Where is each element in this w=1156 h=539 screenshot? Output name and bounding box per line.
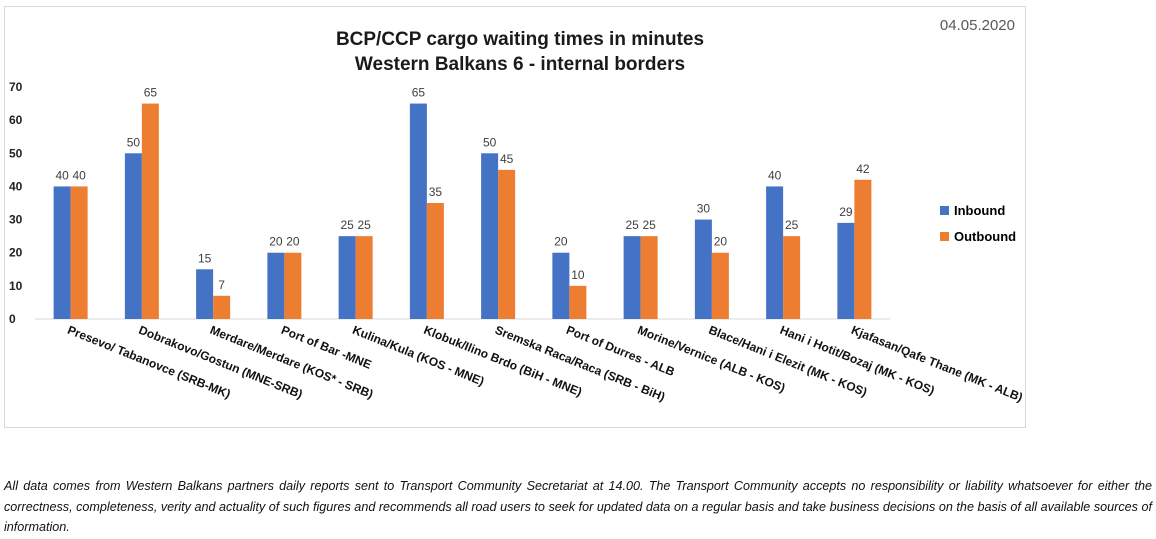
y-tick-label: 50 xyxy=(9,146,23,160)
legend: Inbound Outbound xyxy=(940,197,1016,249)
bar-outbound xyxy=(70,186,88,319)
legend-label-inbound: Inbound xyxy=(954,202,1006,218)
y-axis: 0 10 20 30 40 50 60 70 xyxy=(9,80,23,326)
data-label-inbound: 20 xyxy=(269,235,283,249)
bar-inbound xyxy=(694,219,712,319)
bar-inbound xyxy=(338,236,356,319)
y-tick-label: 40 xyxy=(9,179,23,193)
bar-inbound xyxy=(196,269,214,319)
bar-outbound xyxy=(783,236,801,319)
bar-outbound xyxy=(355,236,373,319)
legend-swatch-inbound xyxy=(940,205,949,215)
chart-title-line2: Western Balkans 6 - internal borders xyxy=(354,54,686,75)
bar-inbound xyxy=(53,186,71,319)
legend-label-outbound: Outbound xyxy=(954,228,1017,244)
y-tick-label: 0 xyxy=(9,312,16,326)
data-label-inbound: 25 xyxy=(340,218,354,232)
bar-outbound xyxy=(498,169,516,319)
bar-outbound xyxy=(426,203,444,319)
y-tick-label: 30 xyxy=(9,213,23,227)
y-tick-label: 60 xyxy=(9,113,23,127)
chart-title: BCP/CCP cargo waiting times in minutes W… xyxy=(235,27,805,77)
bar-inbound xyxy=(766,186,784,319)
bar-inbound xyxy=(267,252,285,319)
y-tick-label: 10 xyxy=(9,279,23,293)
bar-outbound xyxy=(569,285,587,319)
data-label-outbound: 40 xyxy=(72,168,86,182)
bar-inbound xyxy=(623,236,641,319)
bar-outbound xyxy=(141,103,159,319)
chart-title-line1: BCP/CCP cargo waiting times in minutes xyxy=(335,29,705,50)
y-tick-label: 20 xyxy=(9,246,23,260)
data-label-outbound: 20 xyxy=(714,235,728,249)
data-label-outbound: 25 xyxy=(785,218,799,232)
category-label: Kulina/Kula (KOS - MNE) xyxy=(351,323,487,389)
data-label-inbound: 29 xyxy=(839,205,853,219)
data-label-inbound: 40 xyxy=(55,168,69,182)
data-label-inbound: 25 xyxy=(625,218,639,232)
data-label-outbound: 25 xyxy=(642,218,656,232)
bar-inbound xyxy=(409,103,427,319)
bar-inbound xyxy=(837,222,855,319)
data-label-inbound: 20 xyxy=(554,235,568,249)
data-label-outbound: 10 xyxy=(571,268,585,282)
chart-date: 04.05.2020 xyxy=(939,17,1015,34)
bar-inbound xyxy=(481,153,499,319)
disclaimer-text: All data comes from Western Balkans part… xyxy=(4,479,1152,534)
chart-frame: 0 10 20 30 40 50 60 70 40 40 50 65 15 7 20 20 25 25 65 35 5… xyxy=(4,6,1026,428)
bar-outbound xyxy=(640,236,658,319)
data-label-outbound: 45 xyxy=(500,152,514,166)
bar-inbound xyxy=(552,252,570,319)
x-axis-labels: Presevo/ Tabanovce (SRB-MK)Dobrakovo/Gos… xyxy=(66,323,1025,405)
bar-outbound xyxy=(854,179,872,319)
legend-swatch-outbound xyxy=(940,231,949,241)
legend-item-inbound: Inbound xyxy=(940,197,1016,223)
data-label-inbound: 50 xyxy=(483,135,497,149)
bars xyxy=(53,103,872,319)
data-label-inbound: 40 xyxy=(768,168,782,182)
data-label-inbound: 30 xyxy=(697,202,711,216)
data-label-inbound: 15 xyxy=(198,251,212,265)
data-label-outbound: 42 xyxy=(856,162,870,176)
legend-item-outbound: Outbound xyxy=(940,223,1016,249)
data-label-outbound: 7 xyxy=(218,278,225,292)
bar-inbound xyxy=(124,153,142,319)
data-label-inbound: 65 xyxy=(412,86,426,100)
data-label-inbound: 50 xyxy=(127,135,141,149)
bar-outbound xyxy=(213,295,231,319)
data-label-outbound: 20 xyxy=(286,235,300,249)
bar-outbound xyxy=(711,252,729,319)
data-label-outbound: 25 xyxy=(357,218,371,232)
data-label-outbound: 65 xyxy=(144,86,158,100)
data-label-outbound: 35 xyxy=(429,185,443,199)
bar-outbound xyxy=(284,252,302,319)
y-tick-label: 70 xyxy=(9,80,23,94)
